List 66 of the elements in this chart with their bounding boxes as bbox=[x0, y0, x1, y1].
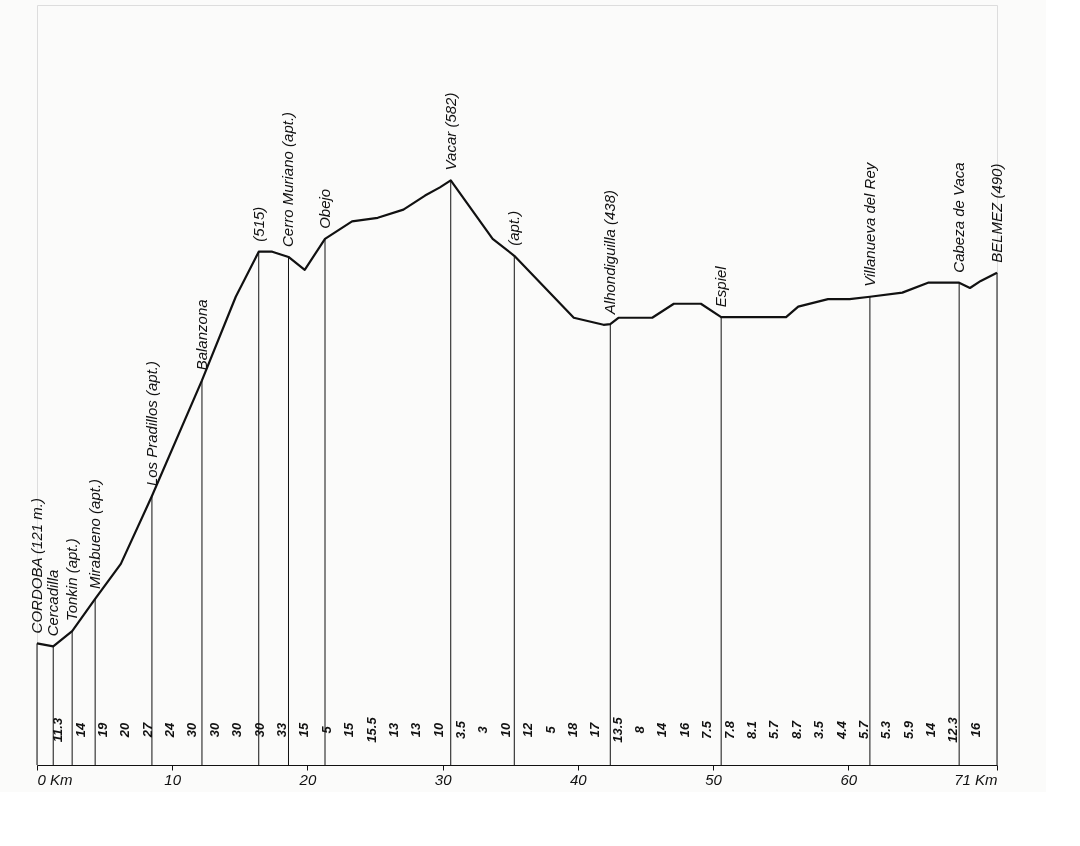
annotation: 19 bbox=[94, 722, 110, 738]
x-tick-label: 10 bbox=[164, 770, 182, 788]
annotation: 8 bbox=[632, 725, 648, 734]
annotation: 15 bbox=[341, 722, 357, 738]
annotation: 20 bbox=[117, 722, 133, 739]
annotation: 12 bbox=[520, 722, 536, 738]
annotation: 4.4 bbox=[833, 720, 849, 741]
annotation: BELMEZ (490) bbox=[988, 163, 1005, 263]
annotation: Espiel bbox=[712, 265, 730, 308]
x-tick-label: 40 bbox=[570, 770, 588, 788]
annotation: 33 bbox=[274, 722, 289, 738]
annotation: 14 bbox=[72, 722, 88, 738]
annotation: 3.5 bbox=[811, 720, 827, 740]
annotation: 13.5 bbox=[609, 716, 625, 743]
annotation: 27 bbox=[139, 722, 155, 739]
annotation: 3 bbox=[475, 725, 491, 734]
x-tick-label: 50 bbox=[705, 770, 723, 788]
annotation: (515) bbox=[249, 206, 267, 242]
annotation: 7.5 bbox=[699, 720, 715, 740]
annotation: Alhondiguilla (438) bbox=[601, 189, 619, 316]
annotation: 5.7 bbox=[766, 720, 782, 740]
annotation: 10 bbox=[497, 722, 513, 738]
annotation: 14 bbox=[923, 722, 939, 738]
x-tick-label: 60 bbox=[840, 770, 858, 788]
annotation: Villanueva del Rey bbox=[860, 161, 878, 287]
annotation: 30 bbox=[229, 722, 245, 738]
annotation: 7.8 bbox=[721, 720, 737, 740]
annotation: Cercadilla bbox=[44, 569, 62, 637]
annotation: 30 bbox=[184, 722, 200, 738]
annotation: Los Pradillos (apt.) bbox=[142, 361, 160, 487]
annotation: 24 bbox=[162, 722, 178, 739]
annotation: 13 bbox=[385, 722, 401, 738]
annotation: CORDOBA (121 m.) bbox=[28, 498, 45, 634]
annotation: 10 bbox=[430, 722, 446, 738]
annotation: 5 bbox=[318, 725, 334, 734]
annotation: 15.5 bbox=[363, 716, 379, 743]
annotation: 5.9 bbox=[900, 720, 916, 740]
annotation: 3.5 bbox=[453, 720, 469, 740]
annotation: 30 bbox=[251, 722, 267, 738]
annotation: 14 bbox=[654, 722, 670, 738]
annotation: 17 bbox=[587, 722, 603, 738]
annotation: 11.3 bbox=[50, 717, 66, 743]
annotation: 5.7 bbox=[855, 720, 871, 740]
annotation: (apt.) bbox=[505, 210, 523, 246]
annotation: 8.1 bbox=[744, 720, 759, 740]
annotation: 5 bbox=[542, 725, 558, 734]
annotation: 30 bbox=[206, 722, 222, 738]
annotation: Tonkin (apt.) bbox=[63, 538, 81, 622]
annotation: 16 bbox=[967, 722, 983, 738]
x-tick-label: 20 bbox=[298, 770, 317, 788]
annotation: 18 bbox=[564, 722, 580, 738]
annotation: Obejo bbox=[316, 188, 333, 229]
annotation: Cerro Muriano (apt.) bbox=[279, 111, 297, 247]
annotation: 13 bbox=[408, 722, 424, 738]
annotation: 8.7 bbox=[788, 720, 804, 740]
annotation: 12.3 bbox=[945, 716, 961, 743]
annotation: Mirabueno (apt.) bbox=[86, 478, 104, 589]
x-tick-label: 30 bbox=[434, 770, 453, 788]
x-tick-label: 0 Km bbox=[37, 770, 73, 788]
annotation: Cabeza de Vaca bbox=[950, 162, 968, 273]
annotation: Balanzona bbox=[192, 299, 210, 371]
annotation: 16 bbox=[676, 722, 692, 738]
x-tick-label: 71 Km bbox=[954, 770, 998, 788]
annotation: Vacar (582) bbox=[441, 92, 459, 171]
annotation: 15 bbox=[296, 722, 312, 738]
annotation: 5.3 bbox=[878, 720, 894, 740]
